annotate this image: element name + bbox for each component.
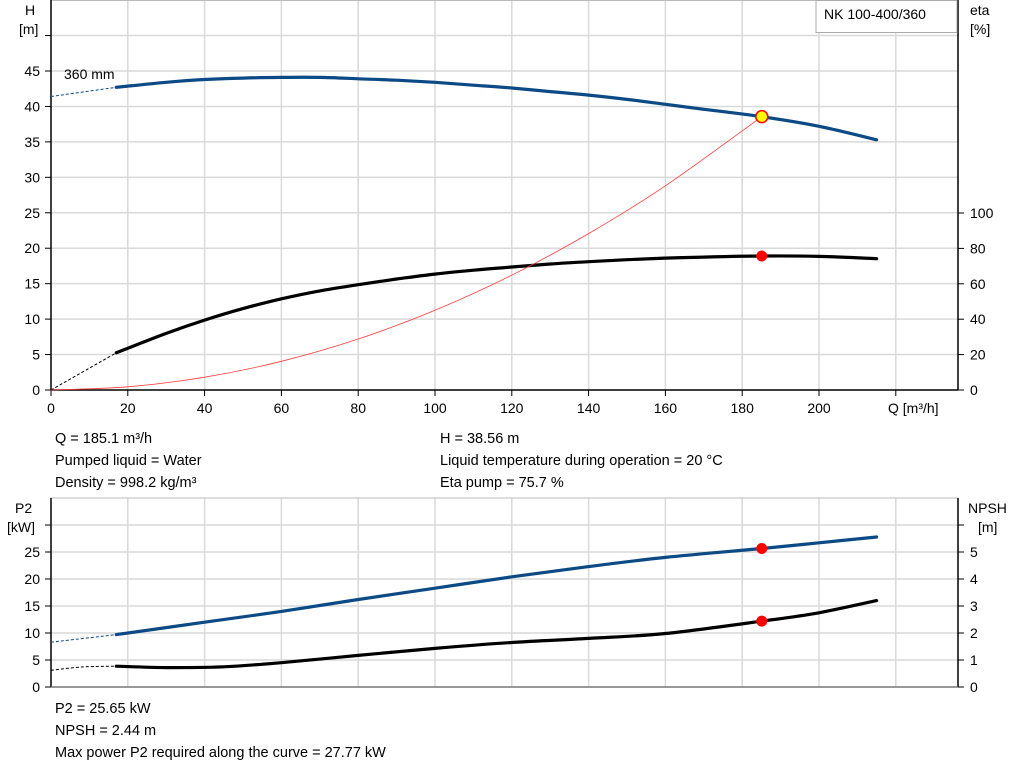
p2-curve [114, 535, 879, 637]
top-chart-ticks: 0 20 40 60 80 100 120 140 160 180 2000510152025303… [24, 35, 994, 416]
y-right-tick-label: 1 [970, 652, 978, 668]
bottom-chart-grid [51, 498, 958, 687]
npsh-duty-point [756, 615, 768, 627]
y-right-tick-label: 5 [970, 544, 978, 560]
eta-curve [114, 254, 879, 355]
top-chart-grid [51, 0, 958, 390]
bottom-chart-ticks: 0 5 10 15 20 25 0 1 2 3 4 5 [24, 524, 978, 695]
x-tick-label: 200 [807, 400, 831, 416]
y-right-tick-label: 20 [970, 347, 986, 363]
eta-duty-point [756, 250, 768, 262]
y-left-label-p2: P2 [15, 500, 32, 516]
legend-box: NK 100-400/360 [815, 0, 958, 33]
bottom-plot-frame [50, 497, 959, 688]
y-left-tick-label: 10 [24, 311, 40, 327]
y-right-tick-label: 80 [970, 240, 986, 256]
p2-curve-extrapolated [50, 634, 117, 643]
y-left-tick-label: 30 [24, 169, 40, 185]
y-left-unit-kw: [kW] [7, 519, 35, 535]
y-right-tick-label: 60 [970, 276, 986, 292]
h-curve [114, 75, 879, 142]
npsh-curve-extrapolated [50, 665, 117, 671]
y-left-tick-label: 15 [24, 276, 40, 292]
y-left-tick-label: 5 [32, 652, 40, 668]
y-left-unit-m: [m] [19, 21, 38, 37]
y-left-tick-label: 10 [24, 625, 40, 641]
y-right-label-eta: eta [970, 2, 990, 18]
y-right-tick-label: 3 [970, 598, 978, 614]
y-right-tick-label: 0 [970, 382, 978, 398]
x-tick-label: 160 [654, 400, 678, 416]
info-h: H = 38.56 m [440, 431, 520, 447]
x-tick-label: 40 [197, 400, 213, 416]
x-tick-label: 60 [274, 400, 290, 416]
head-duty-point [755, 109, 769, 124]
info-p2: P2 = 25.65 kW [55, 701, 151, 717]
y-left-tick-label: 20 [24, 571, 40, 587]
y-left-tick-label: 25 [24, 205, 40, 221]
y-left-tick-label: 45 [24, 63, 40, 79]
y-right-tick-label: 2 [970, 625, 978, 641]
info-q: Q = 185.1 m³/h [55, 431, 153, 447]
y-right-tick-label: 40 [970, 311, 986, 327]
top-plot-frame [50, 0, 959, 391]
y-right-tick-label: 4 [970, 571, 978, 587]
x-tick-label: 80 [350, 400, 366, 416]
bottom-chart-curves [50, 535, 879, 671]
y-left-tick-label: 0 [32, 679, 40, 695]
y-right-tick-label: 0 [970, 679, 978, 695]
h-curve-extrapolated [50, 86, 117, 97]
x-tick-label: 140 [577, 400, 601, 416]
y-left-tick-label: 20 [24, 240, 40, 256]
y-left-tick-label: 15 [24, 598, 40, 614]
curve-label-360mm: 360 mm [64, 66, 115, 82]
info-liquid-temperature: Liquid temperature during operation = 20… [440, 453, 723, 469]
y-right-tick-label: 100 [970, 205, 994, 221]
y-left-tick-label: 5 [32, 347, 40, 363]
y-left-tick-label: 0 [32, 382, 40, 398]
info-pumped-liquid: Pumped liquid = Water [55, 453, 202, 469]
p2-duty-point [756, 542, 768, 554]
x-tick-label: 0 [47, 400, 55, 416]
y-left-tick-label: 25 [24, 544, 40, 560]
x-axis-label: Q [m³/h] [888, 400, 939, 416]
system-curve [50, 116, 763, 391]
y-left-tick-label: 40 [24, 98, 40, 114]
y-right-unit-percent: [%] [970, 21, 990, 37]
x-tick-label: 100 [423, 400, 447, 416]
info-npsh: NPSH = 2.44 m [55, 723, 157, 739]
top-chart-curves [50, 75, 879, 391]
x-tick-label: 20 [120, 400, 136, 416]
eta-curve-extrapolated [50, 352, 117, 391]
legend-label: NK 100-400/360 [824, 6, 926, 22]
y-left-label-h: H [25, 2, 35, 18]
info-density: Density = 998.2 kg/m³ [55, 475, 197, 491]
y-right-label-npsh: NPSH [968, 500, 1007, 516]
x-tick-label: 120 [500, 400, 524, 416]
info-eta-pump: Eta pump = 75.7 % [440, 475, 564, 491]
y-left-tick-label: 35 [24, 134, 40, 150]
y-right-unit-m: [m] [978, 519, 997, 535]
info-max-power: Max power P2 required along the curve = … [55, 745, 386, 761]
x-tick-label: 180 [731, 400, 755, 416]
npsh-curve [114, 599, 879, 670]
